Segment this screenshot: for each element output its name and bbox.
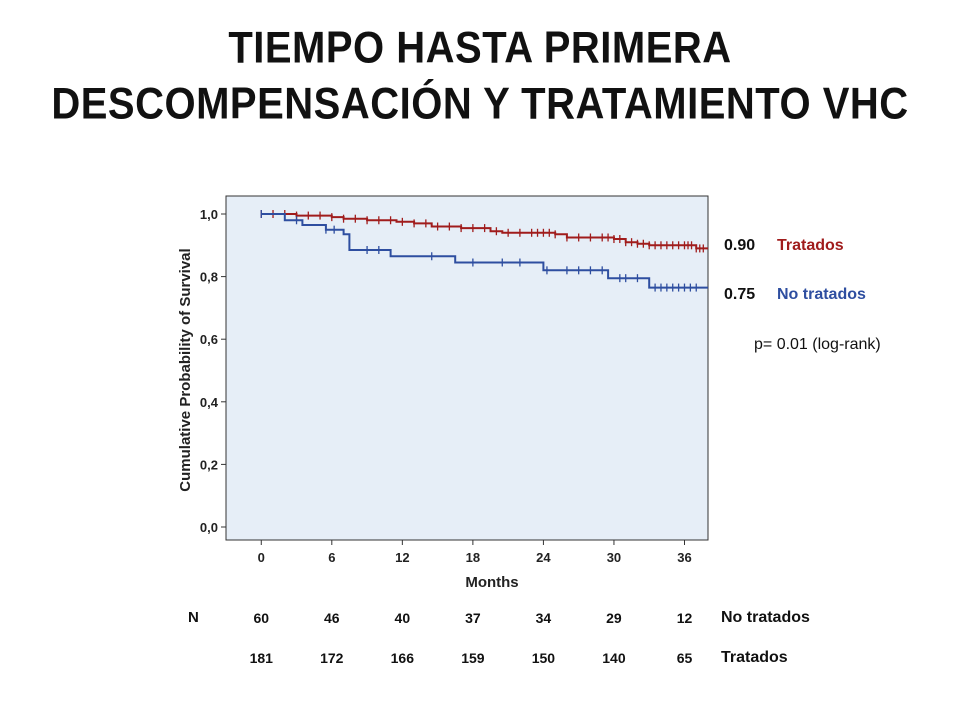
no-tratados-curve bbox=[261, 213, 708, 289]
risk-count: 34 bbox=[535, 610, 552, 626]
x-axis-label: Months bbox=[465, 574, 518, 591]
y-axis-label: Cumulative Probability of Survival bbox=[177, 248, 194, 491]
risk-count: 40 bbox=[394, 610, 411, 626]
x-tick-label: 0 bbox=[258, 550, 265, 565]
risk-count: 181 bbox=[249, 650, 273, 666]
y-tick-label: 0,6 bbox=[200, 332, 218, 347]
risk-count: 172 bbox=[320, 650, 344, 666]
risk-count: 60 bbox=[253, 610, 270, 626]
x-tick-label: 30 bbox=[607, 550, 621, 565]
y-tick-label: 0,8 bbox=[200, 270, 218, 285]
risk-count: 12 bbox=[676, 610, 693, 626]
x-tick-label: 18 bbox=[466, 550, 480, 565]
risk-row-label-tratados: Tratados bbox=[721, 649, 788, 666]
risk-count: 65 bbox=[676, 650, 693, 666]
risk-table-header: N bbox=[188, 609, 199, 626]
risk-count: 140 bbox=[602, 650, 626, 666]
x-tick-label: 12 bbox=[395, 550, 409, 565]
x-tick-label: 24 bbox=[536, 550, 551, 565]
no-tratados-legend-label: No tratados bbox=[777, 286, 866, 303]
title-line-1: TIEMPO HASTA PRIMERA bbox=[228, 23, 732, 73]
risk-count: 150 bbox=[531, 650, 556, 666]
risk-count: 159 bbox=[461, 650, 485, 666]
y-tick-label: 0,2 bbox=[200, 457, 218, 472]
risk-count: 46 bbox=[324, 610, 340, 626]
x-tick-label: 6 bbox=[328, 550, 335, 565]
y-tick-label: 1,0 bbox=[200, 207, 218, 222]
title-line-2: DESCOMPENSACIÓN Y TRATAMIENTO VHC bbox=[51, 79, 909, 129]
risk-count: 166 bbox=[390, 650, 414, 666]
risk-count: 37 bbox=[465, 610, 481, 626]
y-tick-label: 0,0 bbox=[200, 520, 218, 535]
risk-row-label-no-tratados: No tratados bbox=[721, 609, 810, 626]
tratados-final-value: 0.90 bbox=[724, 237, 756, 254]
x-tick-label: 36 bbox=[677, 550, 691, 565]
risk-count: 29 bbox=[606, 610, 622, 626]
y-tick-label: 0,4 bbox=[200, 395, 219, 410]
no-tratados-final-value: 0.75 bbox=[724, 286, 756, 303]
plot-area bbox=[225, 195, 709, 541]
p-value-annotation: p= 0.01 (log-rank) bbox=[754, 336, 881, 353]
tratados-legend-label: Tratados bbox=[777, 237, 844, 254]
